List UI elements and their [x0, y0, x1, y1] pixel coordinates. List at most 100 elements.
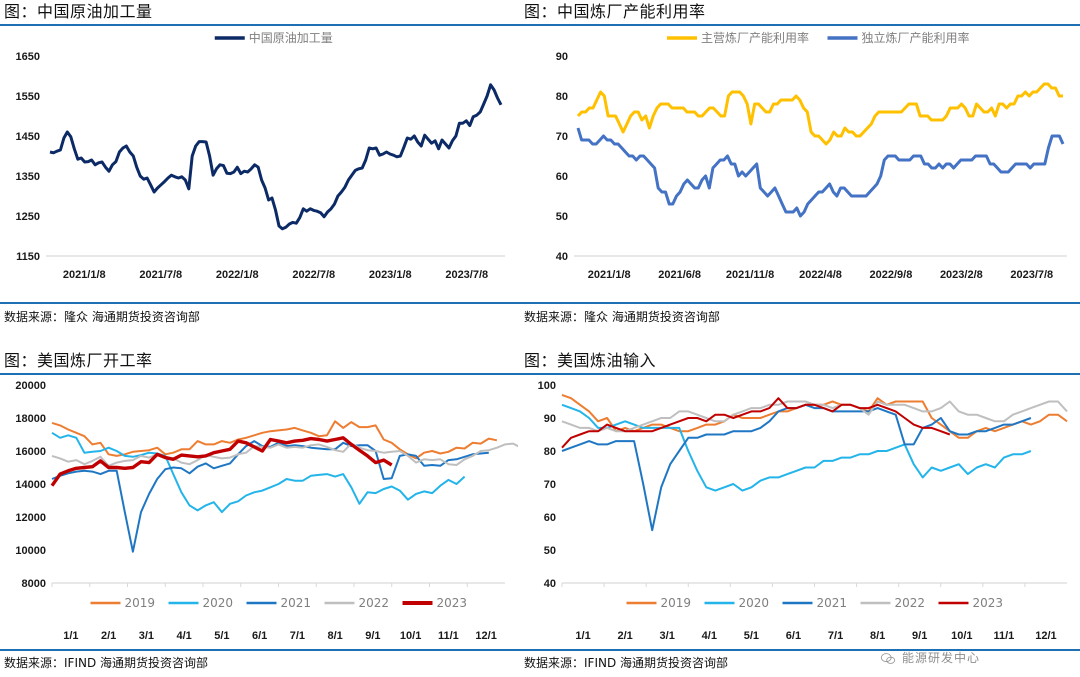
y-tick-label: 8000 [22, 578, 46, 590]
y-tick-label: 1650 [16, 51, 40, 63]
y-tick-label: 60 [544, 512, 556, 524]
data-source: 数据来源：IFIND 海通期货投资咨询部 [524, 656, 729, 670]
y-tick-label: 16000 [15, 446, 46, 458]
x-tick-label: 12/1 [1035, 630, 1056, 642]
y-tick-label: 90 [556, 51, 568, 63]
x-tick-label: 4/1 [702, 630, 717, 642]
x-tick-label: 2/1 [101, 630, 116, 642]
x-tick-label: 2022/1/8 [216, 269, 259, 281]
series-line-主营炼厂产能利用率 [576, 82, 1063, 146]
x-tick-label: 2023/7/8 [445, 269, 488, 281]
x-tick-label: 11/1 [438, 630, 459, 642]
source-rule [520, 302, 1080, 304]
x-tick-label: 2022/9/8 [870, 269, 913, 281]
legend-label: 2022 [359, 596, 390, 610]
x-tick-label: 2021/1/8 [588, 269, 631, 281]
x-tick-label: 12/1 [475, 630, 496, 642]
x-tick-label: 8/1 [327, 630, 342, 642]
series-line-2020 [51, 431, 466, 514]
panel-title: 图：美国炼油输入 [524, 351, 657, 370]
x-tick-label: 3/1 [660, 630, 675, 642]
legend-label: 2020 [739, 596, 770, 610]
panel-title: 图：中国原油加工量 [4, 2, 153, 21]
x-tick-label: 2021/6/8 [658, 269, 701, 281]
x-tick-label: 8/1 [870, 630, 885, 642]
source-rule [0, 649, 520, 651]
series-line-2023 [50, 436, 393, 487]
legend-label: 2021 [281, 596, 312, 610]
x-tick-label: 3/1 [139, 630, 154, 642]
x-tick-label: 2023/7/8 [1010, 269, 1053, 281]
x-tick-label: 7/1 [290, 630, 305, 642]
source-rule [520, 649, 1080, 651]
y-tick-label: 14000 [15, 479, 46, 491]
series-line-独立炼厂产能利用率 [576, 127, 1065, 218]
data-source: 数据来源：隆众 海通期货投资咨询部 [4, 310, 200, 324]
legend-label: 主营炼厂产能利用率 [701, 30, 809, 45]
y-tick-label: 60 [556, 171, 568, 183]
series-line-中国原油加工量 [49, 83, 503, 231]
y-tick-label: 80 [544, 446, 556, 458]
x-tick-label: 11/1 [993, 630, 1014, 642]
x-tick-label: 2023/1/8 [369, 269, 412, 281]
series-line-2021 [51, 440, 489, 553]
chart-us-refinery-input: 100 90 80 70 60 50 40 1/1 2/1 3/1 4/1 5/1 6/1 7/1 8/1 9… [538, 380, 1068, 642]
y-tick-label: 90 [544, 413, 556, 425]
legend-label: 2022 [895, 596, 926, 610]
legend-label: 2023 [437, 596, 468, 610]
watermark-text: 能源研发中心 [900, 651, 983, 665]
x-tick-label: 2021/1/8 [63, 269, 106, 281]
y-tick-label: 40 [556, 251, 568, 263]
legend-label: 2019 [125, 596, 156, 610]
y-tick-label: 1350 [16, 171, 40, 183]
title-rule [520, 24, 1080, 26]
series-line-2020 [561, 403, 1032, 492]
y-tick-label: 12000 [15, 512, 46, 524]
x-tick-label: 7/1 [828, 630, 843, 642]
y-tick-label: 10000 [15, 545, 46, 557]
source-rule [0, 302, 520, 304]
series-line-2022 [51, 442, 518, 467]
legend-label: 2020 [203, 596, 234, 610]
legend-label: 2023 [973, 596, 1004, 610]
chart-china-refinery-utilization: 90 80 70 60 50 40 2021/1/8 2021/6/8 2021/11/8 202… [556, 30, 1067, 281]
series-line-2022 [561, 400, 1068, 433]
legend-label: 2019 [661, 596, 692, 610]
x-tick-label: 10/1 [400, 630, 421, 642]
title-rule [0, 24, 520, 26]
x-tick-label: 2021/7/8 [139, 269, 182, 281]
title-rule [520, 373, 1080, 375]
legend-label: 独立炼厂产能利用率 [862, 30, 970, 45]
wechat-icon [880, 653, 896, 664]
y-tick-label: 70 [556, 131, 568, 143]
y-tick-label: 80 [556, 91, 568, 103]
legend-label: 2021 [817, 596, 848, 610]
x-tick-label: 5/1 [214, 630, 229, 642]
data-source: 数据来源：隆众 海通期货投资咨询部 [524, 310, 720, 324]
data-source: 数据来源：IFIND 海通期货投资咨询部 [4, 656, 209, 670]
title-rule [0, 373, 520, 375]
x-tick-label: 2022/4/8 [799, 269, 842, 281]
series-line-2019 [51, 420, 498, 460]
y-tick-label: 50 [544, 545, 556, 557]
x-tick-label: 2021/11/8 [726, 269, 774, 281]
panel-title: 图：中国炼厂产能利用率 [524, 2, 706, 21]
x-tick-label: 6/1 [786, 630, 801, 642]
x-tick-label: 9/1 [912, 630, 927, 642]
y-tick-label: 50 [556, 211, 568, 223]
x-tick-label: 1/1 [575, 630, 590, 642]
series-line-2023 [561, 397, 951, 449]
y-tick-label: 1150 [16, 251, 40, 263]
chart-china-crude-processing: 1650 1550 1450 1350 1250 1150 2021/1/8 2021/7/8… [16, 30, 505, 281]
legend-label: 中国原油加工量 [249, 30, 333, 45]
y-tick-label: 100 [538, 380, 556, 392]
x-tick-label: 9/1 [365, 630, 380, 642]
x-tick-label: 2/1 [617, 630, 632, 642]
panel-title: 图：美国炼厂开工率 [4, 351, 153, 370]
x-tick-label: 2022/7/8 [292, 269, 335, 281]
x-tick-label: 1/1 [63, 630, 78, 642]
y-tick-label: 1450 [16, 131, 40, 143]
x-tick-label: 10/1 [951, 630, 972, 642]
y-tick-label: 1250 [16, 211, 40, 223]
y-tick-label: 70 [544, 479, 556, 491]
